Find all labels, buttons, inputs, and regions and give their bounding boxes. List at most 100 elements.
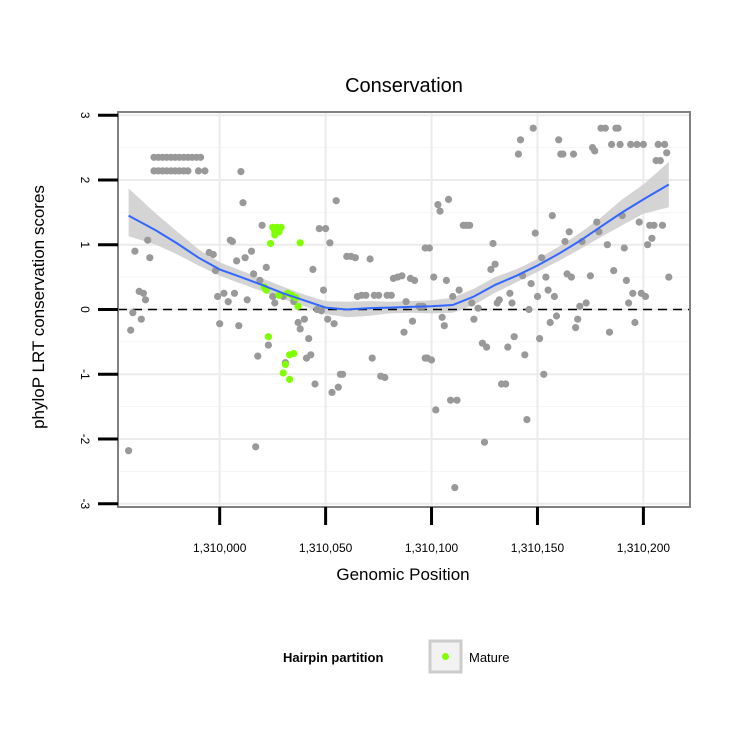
data-point-other: [576, 302, 584, 310]
data-point-other: [574, 315, 582, 323]
data-point-other: [658, 221, 667, 229]
data-point-other: [466, 221, 474, 229]
data-point-other: [603, 241, 612, 249]
data-point-other: [264, 341, 272, 349]
data-point-other: [565, 228, 573, 236]
data-point-other: [375, 291, 383, 299]
data-point-other: [627, 140, 635, 148]
data-point-other: [125, 447, 133, 455]
data-point-other: [436, 207, 444, 215]
data-point-other: [548, 212, 556, 220]
data-point-other: [531, 229, 539, 237]
data-point-other: [144, 236, 152, 244]
data-point-other: [427, 356, 436, 364]
data-point-other: [228, 237, 236, 246]
data-point-other: [387, 291, 395, 299]
data-point-other: [368, 354, 376, 362]
data-point-other: [504, 343, 512, 351]
data-point-other: [432, 406, 440, 414]
data-point-other: [487, 265, 495, 273]
data-point-other: [536, 335, 544, 343]
data-point-other: [444, 195, 453, 203]
data-point-other: [523, 416, 531, 424]
y-axis-label: phyloP LRT conservation scores: [29, 185, 48, 429]
data-point-other: [197, 153, 205, 161]
data-point-other: [351, 254, 359, 262]
data-point-other: [521, 351, 529, 359]
data-point-other: [362, 291, 370, 299]
data-point-other: [269, 292, 277, 301]
data-point-other: [201, 167, 209, 175]
data-point-other: [540, 370, 548, 378]
data-point-other: [656, 157, 664, 165]
data-point-other: [309, 265, 317, 273]
data-point-other: [631, 318, 639, 327]
x-axis-label: Genomic Position: [336, 565, 469, 584]
data-point-other: [569, 150, 578, 158]
data-point-other: [489, 239, 497, 248]
data-point-other: [586, 272, 595, 280]
data-point-mature: [266, 239, 275, 248]
data-point-other: [146, 254, 154, 262]
series-other: [125, 124, 673, 492]
data-point-other: [527, 280, 535, 288]
data-point-other: [381, 373, 389, 382]
data-point-mature: [275, 291, 283, 299]
data-point-other: [220, 289, 228, 297]
data-point-other: [300, 315, 308, 323]
data-point-other: [633, 140, 641, 148]
data-point-other: [139, 289, 147, 297]
data-point-other: [400, 328, 408, 336]
legend: Hairpin partition Mature: [283, 639, 509, 674]
data-point-other: [315, 225, 323, 233]
data-point-other: [650, 221, 658, 229]
data-point-other: [538, 254, 546, 262]
data-point-other: [663, 149, 671, 157]
data-point-other: [514, 150, 523, 158]
data-point-other: [243, 296, 251, 304]
data-point-other: [224, 298, 232, 306]
data-point-mature: [296, 239, 304, 247]
data-point-other: [654, 140, 662, 148]
data-point-mature: [286, 375, 294, 383]
data-point-other: [622, 276, 631, 284]
data-point-other: [625, 299, 633, 307]
y-tick-label: 3: [78, 112, 92, 119]
data-point-mature: [290, 349, 298, 358]
x-tick-label: 1,310,150: [511, 541, 565, 555]
data-point-other: [305, 335, 313, 343]
data-point-other: [555, 136, 563, 144]
data-point-other: [237, 168, 245, 176]
data-point-other: [620, 244, 628, 252]
data-point-other: [241, 254, 249, 262]
data-point-other: [449, 292, 457, 301]
data-point-other: [641, 292, 650, 301]
data-point-other: [635, 218, 643, 226]
data-point-other: [434, 201, 442, 209]
data-point-other: [250, 270, 258, 278]
data-point-other: [131, 247, 139, 255]
data-point-other: [141, 296, 150, 304]
data-point-other: [529, 124, 537, 132]
data-point-other: [296, 325, 304, 333]
data-point-other: [408, 317, 417, 325]
data-point-other: [411, 276, 419, 284]
data-point-other: [233, 257, 241, 265]
data-point-other: [665, 273, 673, 281]
data-point-other: [593, 218, 601, 226]
x-tick-label: 1,310,100: [405, 541, 459, 555]
data-point-other: [425, 244, 433, 252]
data-point-other: [468, 299, 476, 307]
data-point-other: [629, 289, 637, 297]
data-point-other: [216, 320, 224, 328]
data-point-other: [271, 299, 279, 307]
data-point-other: [516, 136, 525, 144]
data-point-other: [561, 237, 569, 246]
data-point-other: [339, 370, 347, 378]
data-point-other: [552, 312, 561, 320]
data-point-other: [533, 292, 542, 301]
data-point-other: [525, 305, 533, 314]
x-tick-label: 1,310,000: [193, 541, 247, 555]
data-point-other: [470, 315, 478, 323]
data-point-other: [616, 140, 624, 148]
